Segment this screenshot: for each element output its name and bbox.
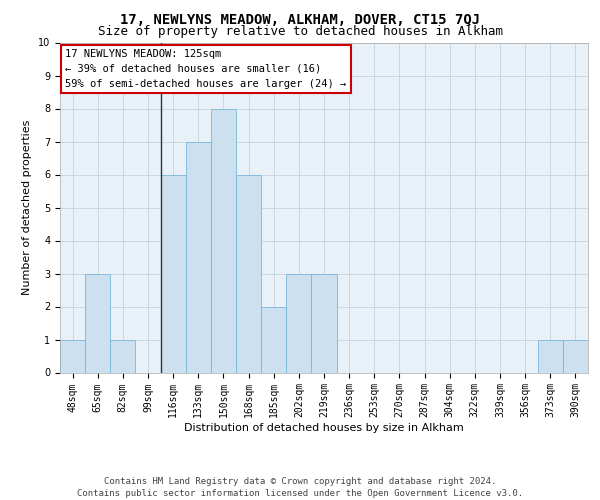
Bar	[85, 274, 110, 372]
Y-axis label: Number of detached properties: Number of detached properties	[22, 120, 32, 295]
Text: Size of property relative to detached houses in Alkham: Size of property relative to detached ho…	[97, 25, 503, 38]
Bar	[211, 108, 236, 372]
Bar	[286, 274, 311, 372]
Bar	[538, 340, 563, 372]
X-axis label: Distribution of detached houses by size in Alkham: Distribution of detached houses by size …	[184, 423, 464, 433]
Text: 17, NEWLYNS MEADOW, ALKHAM, DOVER, CT15 7QJ: 17, NEWLYNS MEADOW, ALKHAM, DOVER, CT15 …	[120, 12, 480, 26]
Bar	[311, 274, 337, 372]
Bar	[236, 174, 261, 372]
Bar	[261, 306, 286, 372]
Text: Contains HM Land Registry data © Crown copyright and database right 2024.
Contai: Contains HM Land Registry data © Crown c…	[77, 476, 523, 498]
Bar	[161, 174, 186, 372]
Bar	[563, 340, 588, 372]
Text: 17 NEWLYNS MEADOW: 125sqm
← 39% of detached houses are smaller (16)
59% of semi-: 17 NEWLYNS MEADOW: 125sqm ← 39% of detac…	[65, 49, 347, 88]
Bar	[110, 340, 136, 372]
Bar	[60, 340, 85, 372]
Bar	[186, 142, 211, 372]
